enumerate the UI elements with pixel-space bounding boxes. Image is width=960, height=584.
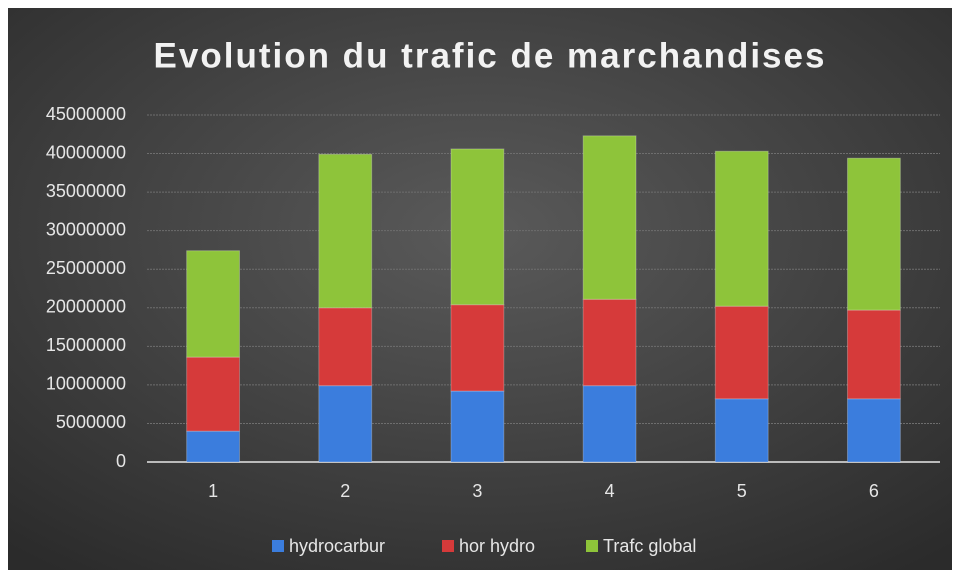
x-tick-label: 4: [605, 481, 615, 501]
y-tick-label: 5000000: [56, 412, 126, 432]
bar-segment: [318, 307, 373, 387]
legend-label: hor hydro: [459, 536, 535, 556]
y-tick-label: 30000000: [46, 219, 126, 239]
bar-segment: [846, 398, 901, 463]
x-tick-label: 6: [869, 481, 879, 501]
bar-segment: [186, 250, 241, 358]
bar-segment: [318, 385, 373, 463]
bar-segment: [582, 385, 637, 463]
x-tick-label: 1: [208, 481, 218, 501]
x-tick-label: 2: [340, 481, 350, 501]
bar-segment: [846, 157, 901, 311]
bar-segment: [582, 298, 637, 387]
bar-segment: [714, 305, 769, 400]
y-tick-label: 15000000: [46, 335, 126, 355]
y-tick-label: 20000000: [46, 297, 126, 317]
x-tick-label: 5: [737, 481, 747, 501]
legend-label: hydrocarbur: [289, 536, 385, 556]
legend-swatch: [586, 540, 598, 552]
bar-segment: [846, 309, 901, 400]
bar-segment: [714, 398, 769, 463]
y-tick-label: 25000000: [46, 258, 126, 278]
y-tick-label: 40000000: [46, 142, 126, 162]
bar-segment: [450, 390, 505, 463]
bar-segment: [582, 135, 637, 300]
bar-segment: [186, 430, 241, 463]
y-tick-label: 35000000: [46, 181, 126, 201]
legend-swatch: [442, 540, 454, 552]
bar-segment: [450, 148, 505, 306]
bar-segment: [186, 356, 241, 432]
chart-title: Evolution du trafic de marchandises: [154, 36, 827, 75]
y-tick-label: 10000000: [46, 374, 126, 394]
bar-segment: [318, 153, 373, 309]
y-tick-label: 0: [116, 451, 126, 471]
y-tick-label: 45000000: [46, 104, 126, 124]
legend-swatch: [272, 540, 284, 552]
legend-label: Trafc global: [603, 536, 696, 556]
bar-segment: [450, 304, 505, 392]
x-tick-label: 3: [472, 481, 482, 501]
bar-segment: [714, 150, 769, 307]
